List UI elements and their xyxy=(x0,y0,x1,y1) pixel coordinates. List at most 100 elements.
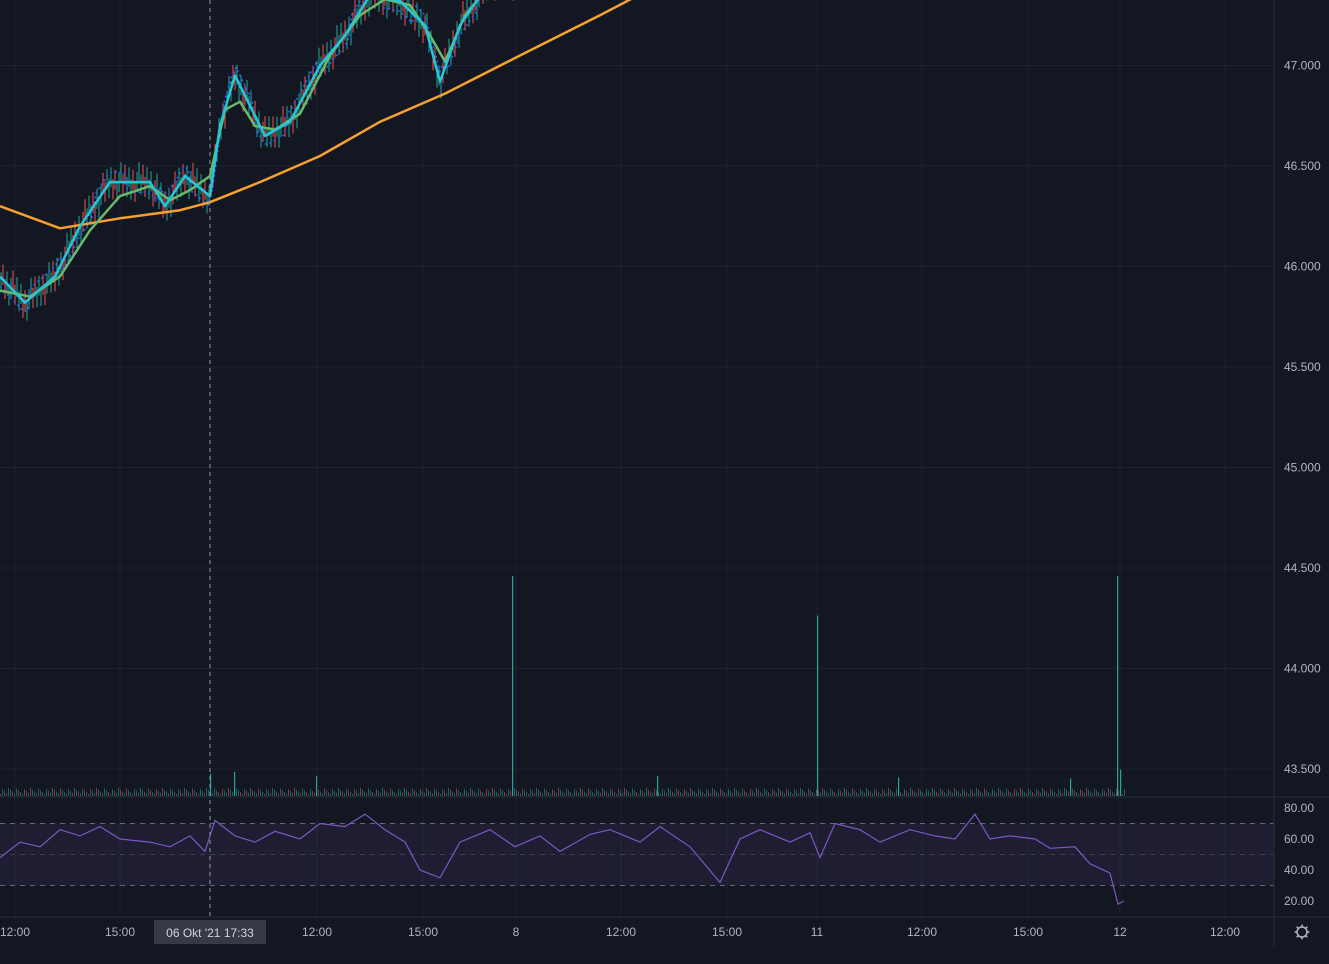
volume-bar xyxy=(172,790,173,796)
volume-bar xyxy=(404,788,405,796)
volume-bar xyxy=(840,791,841,796)
volume-bar xyxy=(164,789,165,796)
volume-bar xyxy=(578,792,579,796)
volume-spike-2 xyxy=(316,776,318,796)
volume-bar xyxy=(158,791,159,796)
volume-bar xyxy=(332,789,333,796)
volume-bar xyxy=(1096,790,1097,796)
volume-bar xyxy=(1008,790,1009,796)
volume-bar xyxy=(772,789,773,796)
volume-bar xyxy=(808,788,809,796)
volume-bar xyxy=(1038,791,1039,796)
volume-bar xyxy=(186,789,187,796)
volume-bar xyxy=(426,788,427,796)
volume-bar xyxy=(224,791,225,796)
volume-bar xyxy=(770,794,771,796)
volume-bar xyxy=(856,792,857,796)
volume-bar xyxy=(1080,789,1081,796)
volume-bar xyxy=(580,788,581,796)
volume-bar xyxy=(538,789,539,796)
volume-bar xyxy=(394,792,395,796)
price-labels: 06 Okt '21 17:3348.63047.97000:42BAYN xyxy=(154,920,266,944)
volume-bar xyxy=(546,790,547,796)
volume-bar xyxy=(1046,791,1047,796)
volume-bar xyxy=(458,790,459,796)
crosshair-time-box xyxy=(154,920,266,944)
volume-bar xyxy=(664,791,665,796)
gear-icon[interactable] xyxy=(1294,924,1310,940)
volume-bar xyxy=(218,792,219,796)
volume-bar xyxy=(568,790,569,796)
volume-bar xyxy=(652,793,653,796)
volume-bar xyxy=(356,791,357,796)
volume-bar xyxy=(844,788,845,796)
volume-bar xyxy=(862,791,863,796)
volume-bar xyxy=(588,788,589,796)
volume-bar xyxy=(128,790,129,796)
volume-bar xyxy=(782,791,783,796)
volume-bar xyxy=(318,789,319,796)
volume-bar xyxy=(670,789,671,796)
volume-bar xyxy=(1110,789,1111,796)
volume-bar xyxy=(1014,789,1015,796)
volume-bar xyxy=(712,788,713,796)
volume-bar xyxy=(26,791,27,796)
volume-bar xyxy=(98,789,99,796)
gear-tooth xyxy=(1305,926,1308,929)
volume-spike-0 xyxy=(210,774,212,796)
volume-bar xyxy=(96,788,97,796)
volume-bar xyxy=(406,789,407,796)
volume-bar xyxy=(1088,789,1089,796)
volume-bar xyxy=(594,794,595,796)
volume-bar xyxy=(430,791,431,796)
volume-bar xyxy=(188,791,189,796)
volume-bar xyxy=(14,793,15,796)
volume-bar xyxy=(582,789,583,796)
volume-bar xyxy=(910,788,911,796)
volume-bar xyxy=(198,794,199,796)
volume-bar xyxy=(22,794,23,796)
price-tick-label: 46.500 xyxy=(1284,159,1321,173)
volume-bar xyxy=(352,794,353,796)
volume-bar xyxy=(374,794,375,796)
volume-bar xyxy=(334,791,335,796)
volume-bar xyxy=(882,789,883,796)
gear-tooth xyxy=(1305,935,1308,938)
volume-bar xyxy=(384,789,385,796)
volume-bar xyxy=(248,792,249,796)
volume-bar xyxy=(600,792,601,796)
volume-bar xyxy=(726,794,727,796)
rsi-panel xyxy=(0,796,1329,905)
volume-bar xyxy=(522,788,523,796)
volume-bar xyxy=(622,792,623,796)
volume-bar xyxy=(986,790,987,796)
volume-bar xyxy=(1106,792,1107,796)
volume-bar xyxy=(536,788,537,796)
volume-bar xyxy=(456,788,457,796)
volume-bar xyxy=(736,789,737,796)
volume-spike-8 xyxy=(1117,576,1119,796)
volume-bar xyxy=(254,791,255,796)
volume-bar xyxy=(942,790,943,796)
volume-bar xyxy=(1108,788,1109,796)
volume-bar xyxy=(140,788,141,796)
volume-bar xyxy=(304,790,305,796)
volume-bar xyxy=(764,788,765,796)
volume-bar xyxy=(1010,792,1011,796)
volume-bar xyxy=(486,789,487,796)
volume-bar xyxy=(878,792,879,796)
volume-bar xyxy=(124,793,125,796)
volume-spike-5 xyxy=(817,615,819,796)
volume-bar xyxy=(76,789,77,796)
volume-bar xyxy=(80,793,81,796)
volume-bar xyxy=(8,788,9,796)
volume-bar xyxy=(78,791,79,796)
volume-bar xyxy=(1078,794,1079,796)
volume-bar xyxy=(570,792,571,796)
volume-bar xyxy=(266,789,267,796)
price-tick-label: 46.000 xyxy=(1284,260,1321,274)
volume-bar xyxy=(1044,789,1045,796)
volume-bar xyxy=(260,790,261,796)
